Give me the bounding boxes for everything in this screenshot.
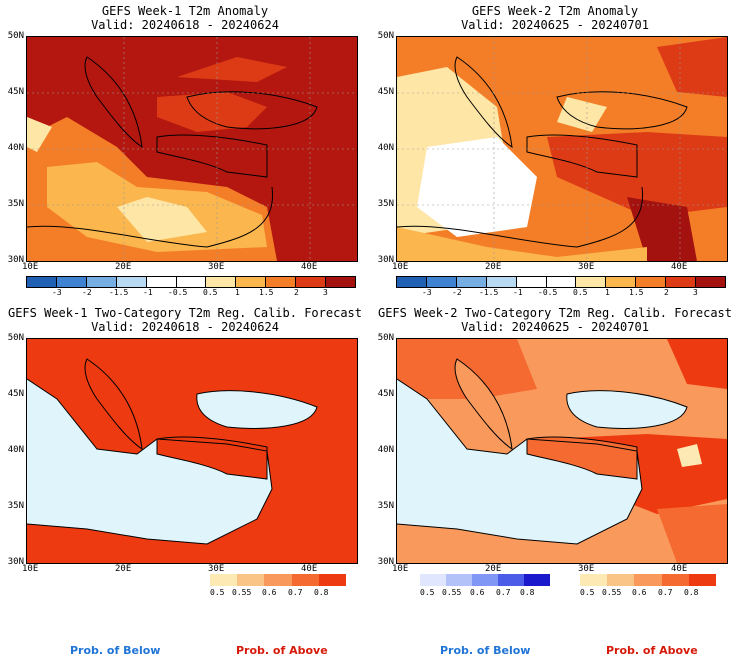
probability-map <box>26 338 358 564</box>
lat-label: 35N <box>7 501 24 511</box>
anomaly-colorbar <box>26 276 356 288</box>
colorbar-label: 1 <box>605 288 610 297</box>
panel-title: GEFS Week-1 Two-Category T2m Reg. Calib.… <box>7 306 362 320</box>
panel-title: GEFS Week-1 T2m Anomaly <box>101 4 269 18</box>
panel-subtitle: Valid: 20240625 - 20240701 <box>461 320 649 334</box>
anomaly-map <box>26 36 358 262</box>
panel-week2-anomaly: GEFS Week-2 T2m Anomaly Valid: 20240625 … <box>370 0 740 300</box>
lon-label: 20E <box>485 262 502 272</box>
colorbar-label: 0.5 <box>573 288 588 297</box>
lat-label: 40N <box>7 143 24 153</box>
colorbar-label: 0.7 <box>288 588 303 597</box>
lat-label: 50N <box>7 31 24 41</box>
colorbar-label: -1 <box>143 288 153 297</box>
lon-label: 20E <box>115 564 132 574</box>
colorbar-label: -0.5 <box>168 288 188 297</box>
panel-week1-anomaly: GEFS Week-1 T2m Anomaly Valid: 20240618 … <box>0 0 370 300</box>
colorbar-label: 3 <box>323 288 328 297</box>
prob-above-colorbar <box>580 574 717 586</box>
panel-subtitle: Valid: 20240618 - 20240624 <box>91 320 279 334</box>
lon-label: 10E <box>22 564 39 574</box>
lat-label: 30N <box>377 255 394 265</box>
colorbar-label: 2 <box>294 288 299 297</box>
colorbar-label: 0.5 <box>203 288 218 297</box>
footer-prob-above-label: Prob. of Above <box>606 644 698 657</box>
probability-map <box>396 338 728 564</box>
panel-subtitle: Valid: 20240625 - 20240701 <box>461 18 649 32</box>
colorbar-label: -0.5 <box>538 288 558 297</box>
lon-label: 10E <box>392 564 409 574</box>
footer-prob-above-label: Prob. of Above <box>236 644 328 657</box>
lat-label: 35N <box>7 199 24 209</box>
colorbar-label: -2 <box>452 288 462 297</box>
lat-label: 35N <box>377 199 394 209</box>
colorbar-label: 0.6 <box>470 588 485 597</box>
colorbar-label: 0.7 <box>496 588 511 597</box>
colorbar-label: 0.55 <box>602 588 622 597</box>
anomaly-colorbar <box>396 276 726 288</box>
colorbar-label: 0.7 <box>658 588 673 597</box>
lat-label: 45N <box>377 389 394 399</box>
lat-label: 35N <box>377 501 394 511</box>
lat-label: 50N <box>7 333 24 343</box>
colorbar-label: 0.6 <box>632 588 647 597</box>
colorbar-label: -1.5 <box>479 288 499 297</box>
lat-label: 50N <box>377 333 394 343</box>
lat-label: 45N <box>377 87 394 97</box>
lon-label: 40E <box>301 262 318 272</box>
panel-title: GEFS Week-2 Two-Category T2m Reg. Calib.… <box>377 306 732 320</box>
colorbar-label: 0.5 <box>580 588 595 597</box>
colorbar-label: -3 <box>422 288 432 297</box>
colorbar-label: -3 <box>52 288 62 297</box>
colorbar-label: 1.5 <box>259 288 274 297</box>
panel-title: GEFS Week-2 T2m Anomaly <box>471 4 639 18</box>
lon-label: 40E <box>671 564 688 574</box>
panel-week2-prob: GEFS Week-2 Two-Category T2m Reg. Calib.… <box>370 302 740 602</box>
colorbar-label: 1 <box>235 288 240 297</box>
colorbar-label: 0.5 <box>420 588 435 597</box>
panel-subtitle: Valid: 20240618 - 20240624 <box>91 18 279 32</box>
lon-label: 30E <box>578 564 595 574</box>
prob-below-colorbar <box>420 574 550 586</box>
colorbar-label: 0.6 <box>262 588 277 597</box>
lon-label: 30E <box>208 564 225 574</box>
lon-label: 20E <box>485 564 502 574</box>
colorbar-label: 0.55 <box>442 588 462 597</box>
colorbar-label: 0.5 <box>210 588 225 597</box>
lat-label: 45N <box>7 87 24 97</box>
panel-week1-prob: GEFS Week-1 Two-Category T2m Reg. Calib.… <box>0 302 370 602</box>
colorbar-label: 1.5 <box>629 288 644 297</box>
lat-label: 30N <box>7 255 24 265</box>
lon-label: 30E <box>208 262 225 272</box>
lat-label: 30N <box>7 557 24 567</box>
lon-label: 40E <box>301 564 318 574</box>
footer-prob-below-label: Prob. of Below <box>440 644 531 657</box>
lon-label: 10E <box>392 262 409 272</box>
lat-label: 40N <box>377 143 394 153</box>
lat-label: 30N <box>377 557 394 567</box>
lon-label: 30E <box>578 262 595 272</box>
anomaly-map <box>396 36 728 262</box>
prob-above-colorbar <box>210 574 347 586</box>
colorbar-label: 3 <box>693 288 698 297</box>
colorbar-label: 0.8 <box>314 588 329 597</box>
colorbar-label: -2 <box>82 288 92 297</box>
colorbar-label: 0.55 <box>232 588 252 597</box>
lon-label: 20E <box>115 262 132 272</box>
colorbar-label: 0.8 <box>684 588 699 597</box>
lat-label: 40N <box>7 445 24 455</box>
lon-label: 40E <box>671 262 688 272</box>
lat-label: 45N <box>7 389 24 399</box>
lat-label: 40N <box>377 445 394 455</box>
colorbar-label: 0.8 <box>520 588 535 597</box>
lat-label: 50N <box>377 31 394 41</box>
colorbar-label: 2 <box>664 288 669 297</box>
lon-label: 10E <box>22 262 39 272</box>
colorbar-label: -1 <box>513 288 523 297</box>
footer-prob-below-label: Prob. of Below <box>70 644 161 657</box>
colorbar-label: -1.5 <box>109 288 129 297</box>
